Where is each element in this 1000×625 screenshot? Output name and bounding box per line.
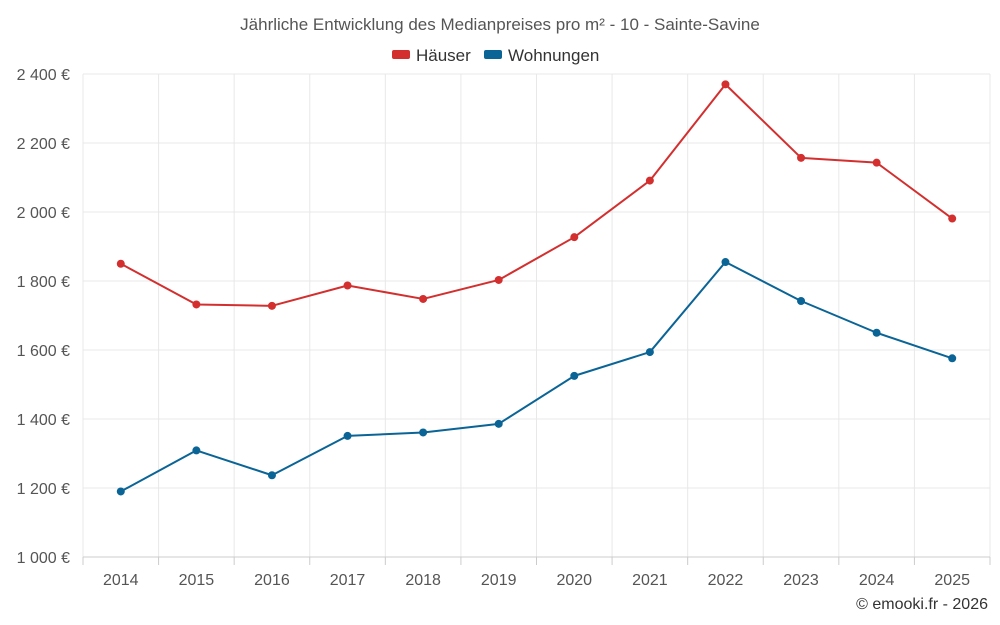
y-tick-label: 2 000 € [17,205,70,222]
y-tick-label: 1 400 € [17,412,70,429]
grid [82,73,991,557]
x-tick-label: 2021 [632,572,668,589]
x-tick-label: 2016 [254,572,290,589]
data-point[interactable] [192,446,201,455]
x-tick-label: 2018 [405,572,441,589]
y-tick-label: 1 200 € [17,481,70,498]
data-point[interactable] [419,428,428,437]
y-tick-label: 2 200 € [17,136,70,153]
legend-swatch [392,50,410,59]
data-point[interactable] [116,487,125,496]
data-point[interactable] [494,419,503,428]
data-point[interactable] [645,176,654,185]
data-point[interactable] [721,80,730,89]
x-tick-label: 2019 [481,572,517,589]
x-axis: 2014 2015 2016 2017 2018 2019 2020 2021 2022 2023… [82,556,991,589]
data-point[interactable] [872,328,881,337]
data-point[interactable] [797,297,806,306]
y-tick-label: 2 400 € [17,67,70,84]
legend-item-wohnungen[interactable]: Wohnungen [484,46,599,65]
x-tick-label: 2020 [556,572,592,589]
credit-text: © emooki.fr - 2026 [856,596,988,613]
data-point[interactable] [570,233,579,242]
data-point[interactable] [267,301,276,310]
legend-label: Häuser [416,46,471,65]
x-tick-label: 2025 [934,572,970,589]
x-tick-label: 2017 [330,572,366,589]
series-line [120,83,953,307]
data-point[interactable] [570,371,579,380]
x-tick-label: 2023 [783,572,819,589]
series-wohnungen [116,258,957,496]
data-point[interactable] [797,153,806,162]
x-tick-label: 2024 [859,572,895,589]
data-point[interactable] [116,259,125,268]
data-point[interactable] [645,348,654,357]
data-point[interactable] [872,158,881,167]
y-tick-label: 1 600 € [17,343,70,360]
data-point[interactable] [721,258,730,267]
data-point[interactable] [494,275,503,284]
y-tick-label: 1 000 € [17,550,70,567]
y-tick-label: 1 800 € [17,274,70,291]
data-point[interactable] [192,300,201,309]
legend-item-haeuser[interactable]: Häuser [392,46,471,65]
data-point[interactable] [267,471,276,480]
series-layer [116,80,957,496]
data-point[interactable] [419,294,428,303]
data-point[interactable] [343,431,352,440]
x-tick-label: 2022 [708,572,744,589]
legend-label: Wohnungen [508,46,599,65]
data-point[interactable] [343,281,352,290]
y-axis: 1 000 € 1 200 € 1 400 € 1 600 € 1 800 € 2 000… [17,67,70,567]
series-line [120,261,953,493]
x-tick-label: 2015 [179,572,215,589]
data-point[interactable] [948,354,957,363]
legend-swatch [484,50,502,59]
series-haeuser [116,80,957,310]
x-tick-label: 2014 [103,572,139,589]
chart-title: Jährliche Entwicklung des Medianpreises … [240,15,760,34]
data-point[interactable] [948,214,957,223]
legend: Häuser Wohnungen [392,46,599,65]
